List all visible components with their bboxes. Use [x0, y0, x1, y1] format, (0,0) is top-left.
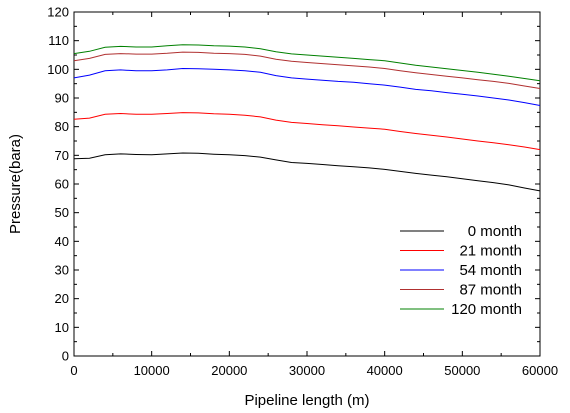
y-tick-label: 30 — [55, 263, 69, 278]
x-axis-title: Pipeline length (m) — [244, 392, 369, 409]
legend-label-54-month: 54 month — [459, 262, 522, 279]
x-tick-label: 0 — [70, 363, 77, 378]
x-tick-label: 40000 — [367, 363, 403, 378]
y-tick-label: 10 — [55, 320, 69, 335]
legend-label-21-month: 21 month — [459, 243, 522, 260]
y-tick-label: 0 — [62, 349, 69, 364]
y-tick-label: 100 — [47, 62, 69, 77]
y-tick-label: 20 — [55, 291, 69, 306]
x-tick-label: 60000 — [522, 363, 558, 378]
x-tick-label: 50000 — [444, 363, 480, 378]
legend-label-120-month: 120 month — [451, 301, 522, 318]
y-tick-label: 50 — [55, 205, 69, 220]
x-tick-label: 10000 — [134, 363, 170, 378]
series-line-120-month — [73, 44, 541, 82]
y-axis-ticks: 0 10 20 30 40 50 60 70 80 90 100 110 120 — [47, 5, 540, 364]
series-line-54-month — [73, 67, 541, 106]
y-tick-label: 40 — [55, 234, 69, 249]
y-tick-label: 80 — [55, 119, 69, 134]
series-line-0-month — [73, 152, 541, 192]
legend: 0 month 21 month 54 month 87 month 120 month — [400, 223, 522, 318]
x-tick-label: 30000 — [289, 363, 325, 378]
y-tick-label: 70 — [55, 148, 69, 163]
series-line-21-month — [73, 112, 541, 151]
x-tick-label: 20000 — [211, 363, 247, 378]
series-line-87-month — [73, 51, 541, 89]
legend-label-0-month: 0 month — [468, 223, 522, 240]
legend-label-87-month: 87 month — [459, 282, 522, 299]
y-tick-label: 90 — [55, 91, 69, 106]
y-tick-label: 60 — [55, 177, 69, 192]
x-axis-ticks: 0 10000 20000 30000 40000 50000 60000 — [70, 12, 558, 378]
y-axis-title: Pressure(bara) — [7, 134, 24, 234]
y-tick-label: 110 — [48, 33, 69, 48]
y-tick-label: 120 — [47, 5, 69, 20]
series-lines — [73, 44, 541, 192]
